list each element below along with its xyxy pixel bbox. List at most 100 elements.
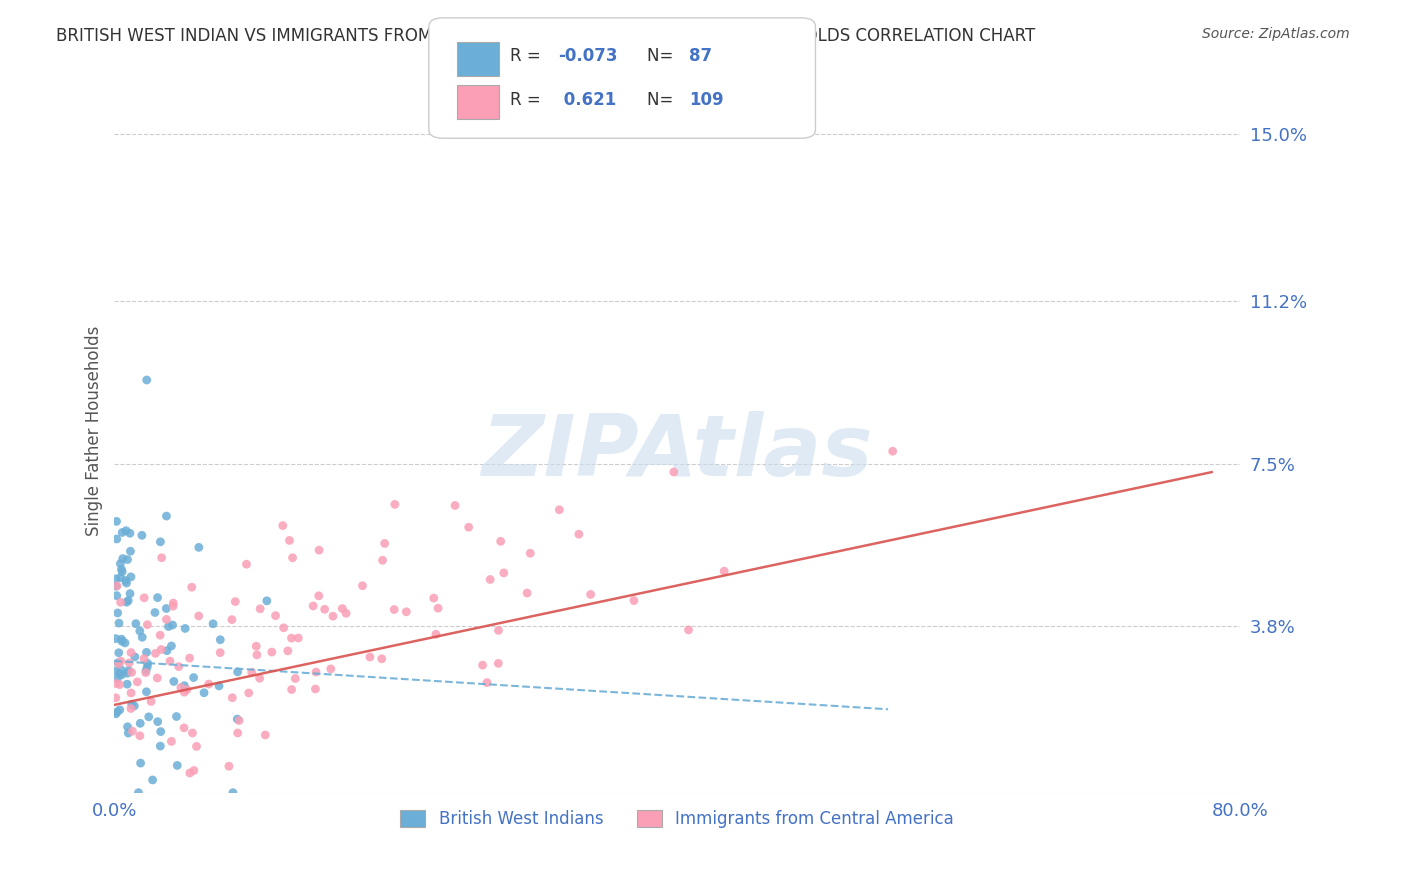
Point bbox=[135, 373, 157, 387]
Point bbox=[163, 674, 186, 689]
Point bbox=[302, 599, 325, 613]
Point bbox=[444, 499, 467, 513]
Point bbox=[425, 627, 447, 641]
Point bbox=[110, 562, 132, 576]
Point bbox=[280, 631, 302, 645]
Point bbox=[115, 524, 138, 538]
Point bbox=[135, 665, 157, 680]
Point bbox=[146, 671, 169, 685]
Point bbox=[330, 601, 353, 615]
Point bbox=[156, 643, 179, 657]
Point bbox=[238, 686, 260, 700]
Point bbox=[167, 659, 190, 673]
Point bbox=[176, 682, 198, 697]
Text: BRITISH WEST INDIAN VS IMMIGRANTS FROM CENTRAL AMERICA SINGLE FATHER HOUSEHOLDS : BRITISH WEST INDIAN VS IMMIGRANTS FROM C… bbox=[56, 27, 1035, 45]
Point bbox=[110, 663, 132, 677]
Legend: British West Indians, Immigrants from Central America: British West Indians, Immigrants from Ce… bbox=[394, 804, 960, 835]
Point bbox=[105, 515, 128, 529]
Point bbox=[173, 685, 195, 699]
Point bbox=[314, 602, 336, 616]
Point bbox=[111, 634, 134, 648]
Point bbox=[260, 645, 283, 659]
Point bbox=[281, 550, 304, 565]
Point bbox=[120, 686, 142, 700]
Point bbox=[110, 595, 132, 609]
Point bbox=[135, 645, 157, 659]
Point bbox=[186, 739, 208, 754]
Point bbox=[218, 759, 240, 773]
Point bbox=[128, 729, 150, 743]
Point bbox=[121, 724, 143, 739]
Point bbox=[166, 758, 188, 772]
Point bbox=[280, 682, 302, 697]
Point bbox=[150, 550, 173, 565]
Point bbox=[371, 652, 394, 666]
Point bbox=[319, 662, 342, 676]
Point bbox=[162, 599, 184, 614]
Point bbox=[662, 465, 685, 479]
Point bbox=[155, 612, 177, 626]
Point bbox=[277, 644, 299, 658]
Point bbox=[246, 648, 269, 662]
Point bbox=[146, 714, 169, 729]
Point bbox=[359, 650, 381, 665]
Point bbox=[108, 703, 131, 717]
Point bbox=[142, 772, 165, 787]
Point bbox=[166, 709, 188, 723]
Point bbox=[278, 533, 301, 548]
Point bbox=[249, 671, 271, 685]
Point bbox=[104, 664, 127, 678]
Point bbox=[226, 665, 249, 679]
Point bbox=[117, 720, 139, 734]
Point bbox=[120, 646, 142, 660]
Point bbox=[208, 679, 231, 693]
Point bbox=[105, 672, 128, 686]
Point bbox=[105, 589, 128, 603]
Text: 0.621: 0.621 bbox=[558, 91, 616, 109]
Point bbox=[519, 546, 541, 560]
Point bbox=[105, 579, 128, 593]
Point bbox=[273, 621, 295, 635]
Point bbox=[121, 665, 143, 680]
Point bbox=[132, 651, 155, 665]
Point bbox=[209, 646, 232, 660]
Point bbox=[160, 734, 183, 748]
Point bbox=[579, 587, 602, 601]
Point bbox=[105, 572, 128, 586]
Point bbox=[128, 624, 150, 638]
Point bbox=[150, 642, 173, 657]
Point bbox=[713, 564, 735, 578]
Point bbox=[115, 677, 138, 691]
Point bbox=[486, 657, 509, 671]
Point bbox=[124, 649, 146, 664]
Point bbox=[117, 664, 139, 678]
Point bbox=[114, 636, 136, 650]
Point bbox=[371, 553, 394, 567]
Point bbox=[222, 786, 245, 800]
Point bbox=[131, 528, 153, 542]
Point bbox=[110, 557, 132, 571]
Point bbox=[115, 666, 138, 681]
Text: R =: R = bbox=[510, 91, 547, 109]
Text: ZIPAtlas: ZIPAtlas bbox=[481, 411, 873, 494]
Point bbox=[160, 639, 183, 653]
Point bbox=[143, 606, 166, 620]
Point bbox=[179, 766, 201, 780]
Point bbox=[308, 543, 330, 558]
Point bbox=[179, 651, 201, 665]
Point bbox=[374, 536, 396, 550]
Point bbox=[882, 444, 904, 458]
Point bbox=[287, 631, 309, 645]
Point bbox=[382, 602, 405, 616]
Point bbox=[135, 664, 157, 678]
Point bbox=[107, 646, 129, 660]
Point bbox=[110, 654, 132, 668]
Point bbox=[352, 579, 374, 593]
Point bbox=[271, 518, 294, 533]
Point bbox=[224, 594, 246, 608]
Point bbox=[110, 668, 132, 682]
Point bbox=[127, 674, 149, 689]
Point bbox=[107, 606, 129, 620]
Point bbox=[115, 595, 138, 609]
Point bbox=[193, 686, 215, 700]
